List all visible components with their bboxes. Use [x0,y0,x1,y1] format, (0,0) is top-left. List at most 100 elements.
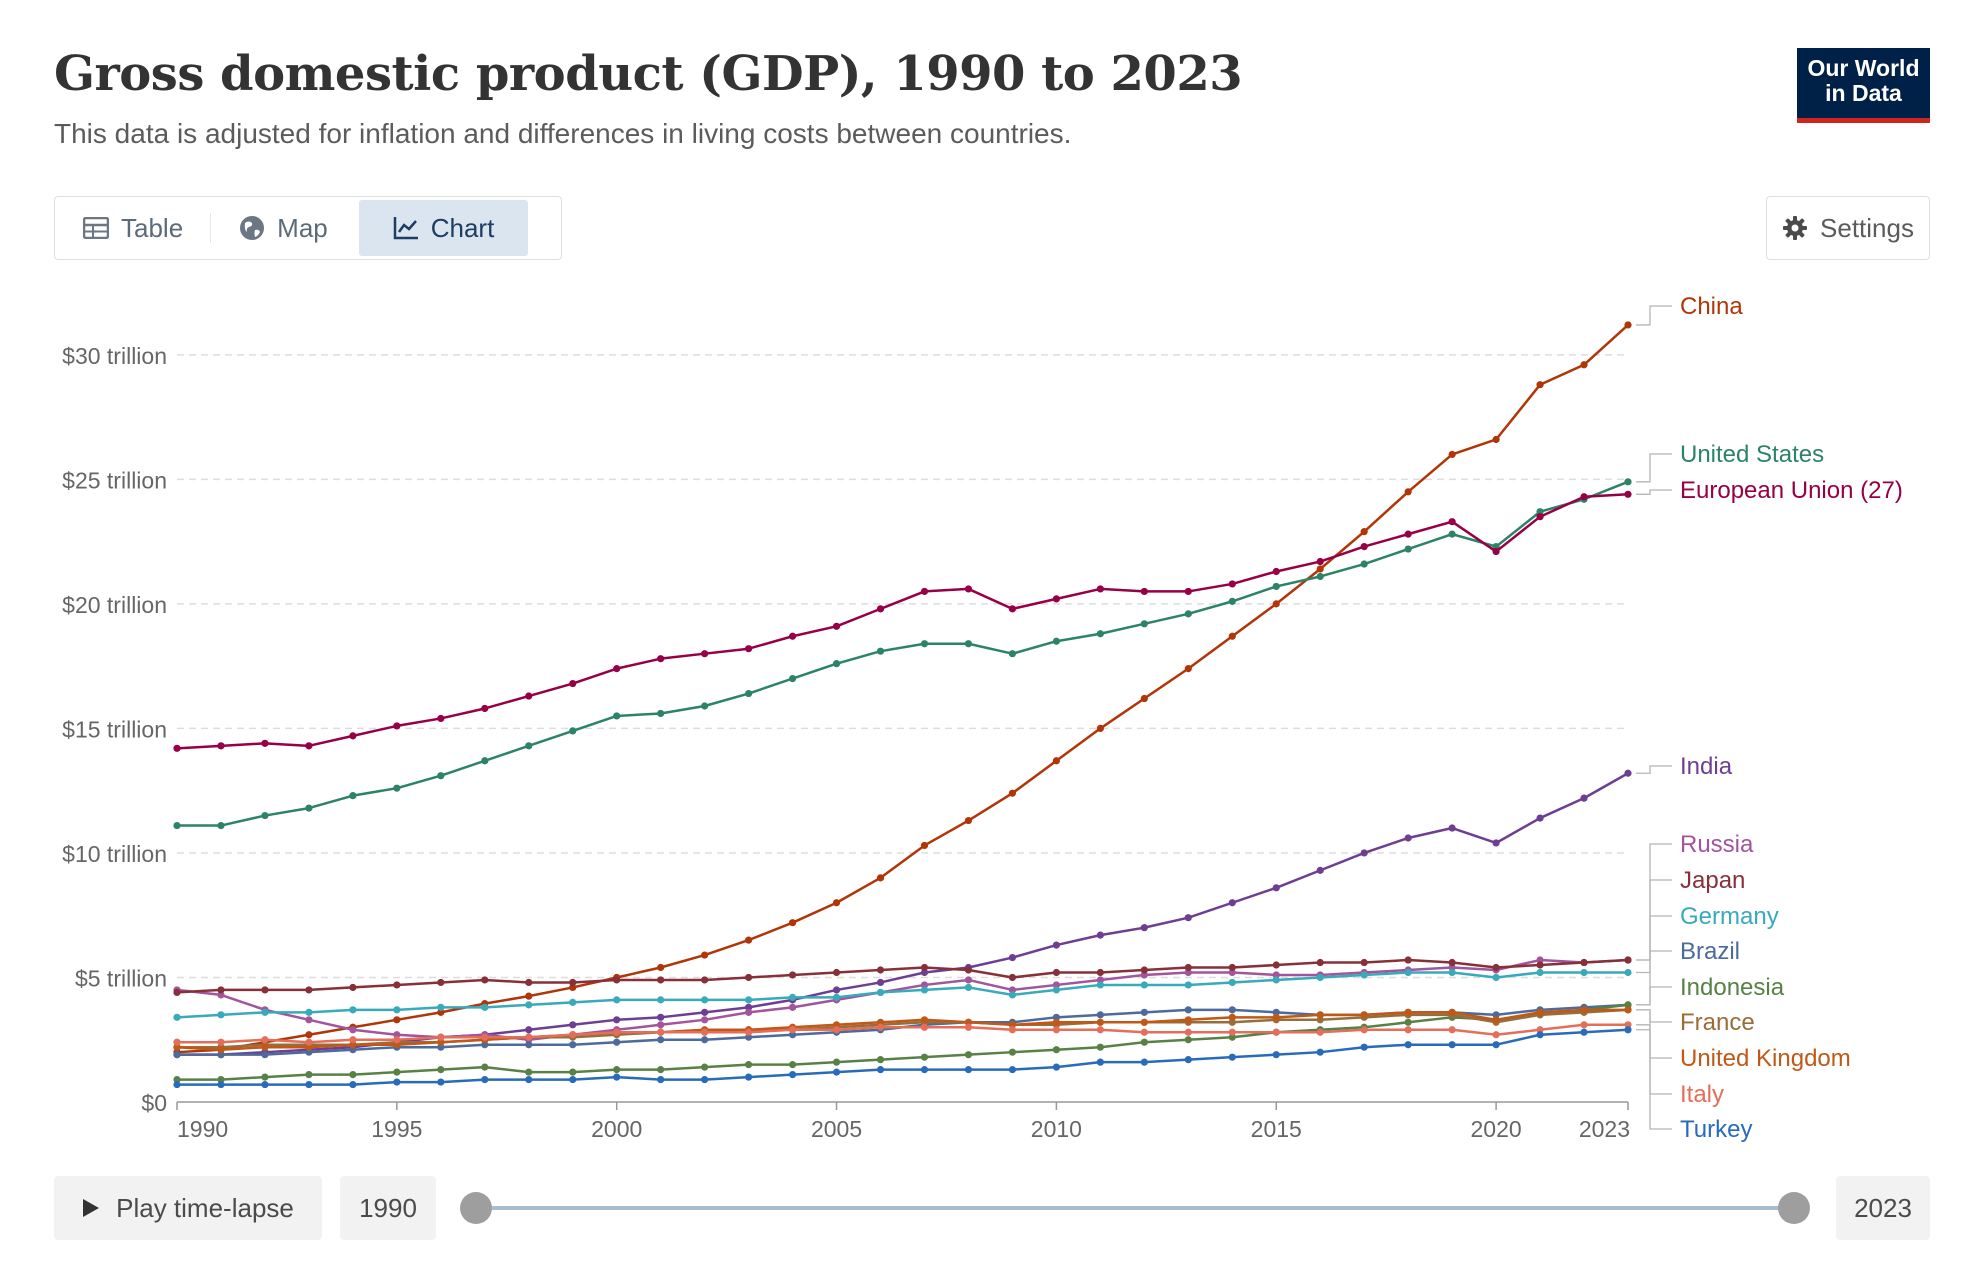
data-point [745,645,753,653]
data-point [1492,1041,1500,1049]
data-point [964,816,973,825]
series-label: China [1680,293,1743,320]
data-point [1228,1053,1236,1061]
data-point [1492,1031,1500,1039]
end-year-input[interactable]: 2023 [1836,1176,1930,1240]
data-point [1008,953,1017,962]
data-point [832,1021,841,1029]
data-point [1052,1063,1060,1071]
tab-chart-label: Chart [430,212,495,243]
data-point [1272,884,1280,892]
data-point [1580,1021,1588,1029]
data-point [173,821,181,830]
data-point [1140,587,1148,596]
data-point [569,679,577,688]
data-point [173,1038,181,1046]
y-tick-label: $25 trillion [62,467,167,493]
timeline-slider-track[interactable] [476,1206,1794,1210]
data-point [1624,321,1632,329]
data-point [393,1068,401,1076]
start-year-input[interactable]: 1990 [340,1176,436,1240]
data-point [1184,1016,1192,1024]
data-point [525,1041,533,1049]
tab-chart[interactable]: Chart [358,200,529,256]
timeline-end-handle[interactable] [1778,1192,1810,1224]
data-point [701,1036,709,1044]
gear-icon [1782,215,1808,241]
data-point [613,1028,621,1036]
tab-table[interactable]: Table [55,197,212,259]
data-point [1140,1028,1148,1036]
data-point [1096,1011,1104,1019]
data-point [1624,1021,1632,1029]
data-point [613,976,621,984]
series-line [177,480,1629,827]
series-label-leader [1636,1009,1672,1059]
data-point [964,585,973,593]
data-point [701,650,709,658]
data-point [1052,968,1060,977]
data-point [437,1038,445,1046]
data-point [1228,1033,1236,1041]
settings-button[interactable]: Settings [1766,196,1930,260]
data-point [788,1071,797,1079]
data-point [1228,1018,1236,1026]
data-point [1096,976,1104,984]
data-point [920,841,929,850]
series-label: United States [1680,441,1824,468]
data-point [1096,630,1104,638]
data-point [173,988,181,997]
data-point [1140,1038,1148,1046]
series-label-leader [1636,879,1672,961]
data-point [1536,968,1544,977]
x-tick-label: 1995 [371,1116,422,1142]
data-point [525,1075,533,1084]
x-tick-label: 2010 [1031,1116,1082,1142]
data-point [1140,971,1148,979]
data-point [1580,361,1588,369]
play-timelapse-button[interactable]: Play time-lapse [54,1176,322,1240]
data-point [261,739,269,747]
x-tick-label: 2015 [1251,1116,1302,1142]
data-point [261,811,269,820]
data-point [569,1075,577,1084]
data-point [393,1006,401,1014]
series-line [176,1008,1628,1051]
data-point [1536,961,1544,969]
data-point [1580,968,1588,977]
data-point [305,1043,313,1051]
data-point [1536,508,1544,516]
data-point [305,1048,313,1056]
data-point [1492,1016,1500,1024]
data-point [1360,560,1368,568]
y-tick-label: $20 trillion [62,592,167,618]
series-label: United Kingdom [1680,1045,1851,1072]
line-chart-icon [393,216,419,240]
data-point [261,1051,269,1059]
data-point [481,976,489,984]
data-point [393,981,401,989]
tab-map[interactable]: Map [211,197,356,259]
data-point [964,983,973,992]
data-point [745,1008,753,1016]
data-point [657,976,665,984]
tab-table-label: Table [121,212,184,243]
series-label: Germany [1680,903,1779,930]
page-title: Gross domestic product (GDP), 1990 to 20… [54,46,1243,102]
data-point [1536,1026,1544,1034]
data-point [876,874,885,882]
data-point [349,1046,357,1054]
data-point [1580,1006,1588,1014]
owid-logo[interactable]: Our World in Data [1797,48,1930,123]
data-point [788,1026,797,1034]
data-point [1448,958,1456,967]
data-point [964,966,973,974]
timeline-start-handle[interactable] [460,1192,492,1224]
data-point [788,971,797,979]
data-point [832,1058,841,1066]
series-label-leader [1636,305,1672,326]
data-point [1404,1018,1412,1026]
data-point [1008,986,1017,994]
data-point [1228,963,1236,972]
series-label: Indonesia [1680,974,1785,1001]
